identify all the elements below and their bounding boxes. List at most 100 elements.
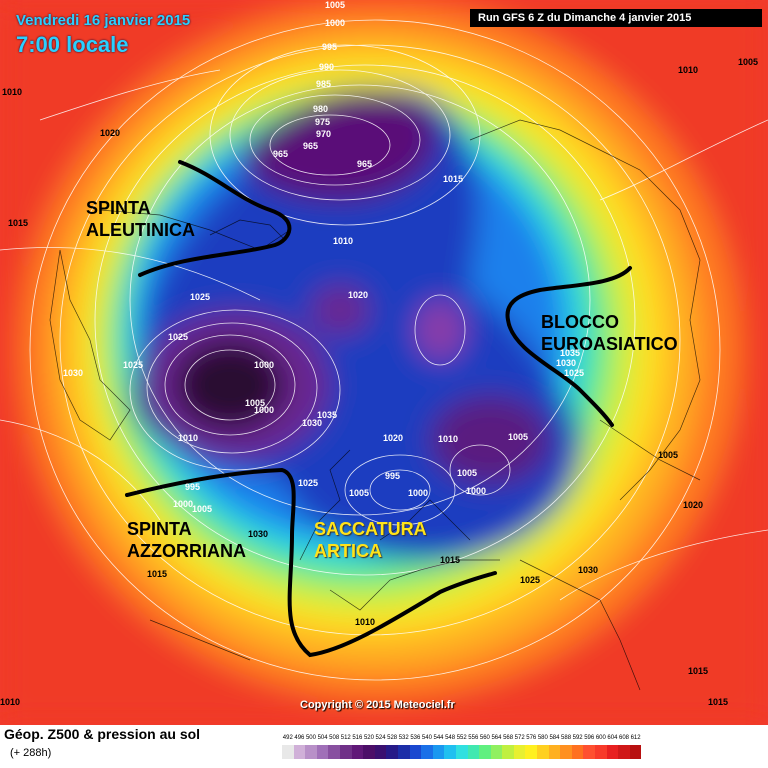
region-label-line: ALEUTINICA — [86, 220, 195, 240]
pressure-label: 1000 — [173, 499, 194, 509]
pressure-label: 1030 — [302, 418, 323, 428]
pressure-label: 1020 — [100, 128, 121, 138]
legend-scale-value: 504 — [317, 735, 328, 741]
pressure-label: 1010 — [438, 434, 459, 444]
pressure-label: 1000 — [254, 405, 275, 415]
legend-scale-value: 576 — [526, 735, 537, 741]
pressure-label: 1015 — [688, 666, 709, 676]
legend-color-swatch — [583, 745, 596, 759]
legend-color-swatch — [502, 745, 514, 759]
legend-color-swatch — [374, 745, 387, 759]
legend-color-swatch — [339, 745, 352, 759]
legend-color-swatch — [606, 745, 619, 759]
legend-color-swatch — [386, 745, 398, 759]
legend-color-swatch — [595, 745, 607, 759]
legend-scale-value: 500 — [305, 735, 316, 741]
legend-scale-value: 564 — [491, 735, 502, 741]
legend-color-swatch — [305, 745, 317, 759]
legend-color-swatch — [363, 745, 375, 759]
legend-color-swatch — [455, 745, 468, 759]
legend-color-swatch — [282, 745, 294, 759]
legend-color-swatch — [560, 745, 572, 759]
legend-title: Géop. Z500 & pression au sol — [4, 726, 201, 742]
pressure-label: 995 — [185, 482, 201, 492]
forecast-date: Vendredi 16 janvier 2015 — [16, 12, 191, 29]
pressure-label: 1000 — [325, 18, 346, 28]
pressure-label: 1020 — [348, 290, 369, 300]
region-label-azores: SPINTA AZZORRIANA — [127, 518, 246, 562]
pressure-label: 1025 — [564, 368, 585, 378]
pressure-label: 1025 — [168, 332, 189, 342]
forecast-time: 7:00 locale — [16, 32, 129, 57]
legend-scale-value: 568 — [503, 735, 514, 741]
legend-scale-value: 588 — [561, 735, 572, 741]
region-label-line: ARTICA — [314, 541, 382, 561]
region-label-line: SACCATURA — [314, 519, 427, 539]
legend-scale-value: 524 — [375, 735, 386, 741]
legend-scale-value: 512 — [340, 735, 351, 741]
pressure-label: 1010 — [178, 433, 199, 443]
legend-color-swatch — [293, 745, 306, 759]
region-label-line: SPINTA — [86, 198, 151, 218]
pressure-label: 1015 — [443, 174, 464, 184]
pressure-label: 1025 — [123, 360, 144, 370]
legend-color-swatch — [397, 745, 410, 759]
legend-scale-value: 604 — [607, 735, 618, 741]
model-run-label: Run GFS 6 Z du Dimanche 4 janvier 2015 — [470, 9, 762, 27]
pressure-label: 1015 — [708, 697, 729, 707]
pressure-label: 1010 — [0, 697, 21, 707]
pressure-label: 1005 — [192, 504, 213, 514]
legend-scale-value: 532 — [398, 735, 409, 741]
pressure-label: 995 — [322, 42, 338, 52]
legend-scale-value: 528 — [387, 735, 398, 741]
legend-scale-value: 536 — [410, 735, 421, 741]
legend-color-swatch — [467, 745, 480, 759]
legend-scale-value: 520 — [363, 735, 374, 741]
legend-color-swatch — [548, 745, 561, 759]
legend-scale-value: 596 — [584, 735, 595, 741]
pressure-label: 1030 — [63, 368, 84, 378]
legend-scale-value: 584 — [549, 735, 560, 741]
legend-subtitle: (+ 288h) — [10, 747, 52, 759]
pressure-label: 1005 — [349, 488, 370, 498]
pressure-label: 1025 — [520, 575, 541, 585]
pressure-label: 965 — [303, 141, 319, 151]
legend-color-swatch — [479, 745, 491, 759]
pressure-label: 1010 — [2, 87, 23, 97]
legend-scale-value: 544 — [433, 735, 444, 741]
legend-footer: Géop. Z500 & pression au sol (+ 288h) 49… — [0, 725, 768, 768]
legend-scale-value: 540 — [421, 735, 432, 741]
pressure-label: 980 — [313, 104, 329, 114]
pressure-label: 1030 — [556, 358, 577, 368]
pressure-label: 1005 — [508, 432, 529, 442]
region-label-eurasian: BLOCCO EUROASIATICO — [541, 311, 678, 355]
pressure-label: 1010 — [333, 236, 354, 246]
pressure-label: 1025 — [298, 478, 319, 488]
legend-scale-value: 580 — [537, 735, 548, 741]
pressure-label: 1025 — [190, 292, 211, 302]
pressure-label: 1005 — [325, 0, 346, 10]
region-label-arctic: SACCATURA ARTICA — [314, 518, 427, 562]
legend-color-swatch — [328, 745, 340, 759]
legend-scale-value: 612 — [630, 735, 641, 741]
legend-color-swatch — [316, 745, 329, 759]
pressure-label: 1005 — [457, 468, 478, 478]
pressure-label: 1010 — [355, 617, 376, 627]
legend-scale-value: 592 — [572, 735, 583, 741]
legend-color-swatch — [629, 745, 642, 759]
legend-color-swatch — [409, 745, 422, 759]
pressure-label: 965 — [273, 149, 289, 159]
legend-scale-value: 516 — [352, 735, 363, 741]
legend-color-swatch — [421, 745, 433, 759]
legend-scale-value: 552 — [456, 735, 467, 741]
pressure-label: 1030 — [248, 529, 269, 539]
legend-color-swatch — [351, 745, 364, 759]
pressure-label: 990 — [319, 62, 335, 72]
pressure-label: 970 — [316, 129, 332, 139]
legend-colorbar — [282, 745, 642, 759]
legend-color-swatch — [444, 745, 456, 759]
legend-color-swatch — [537, 745, 549, 759]
region-label-line: SPINTA — [127, 519, 192, 539]
legend-color-swatch — [490, 745, 503, 759]
copyright-notice: Copyright © 2015 Meteociel.fr — [300, 699, 455, 711]
